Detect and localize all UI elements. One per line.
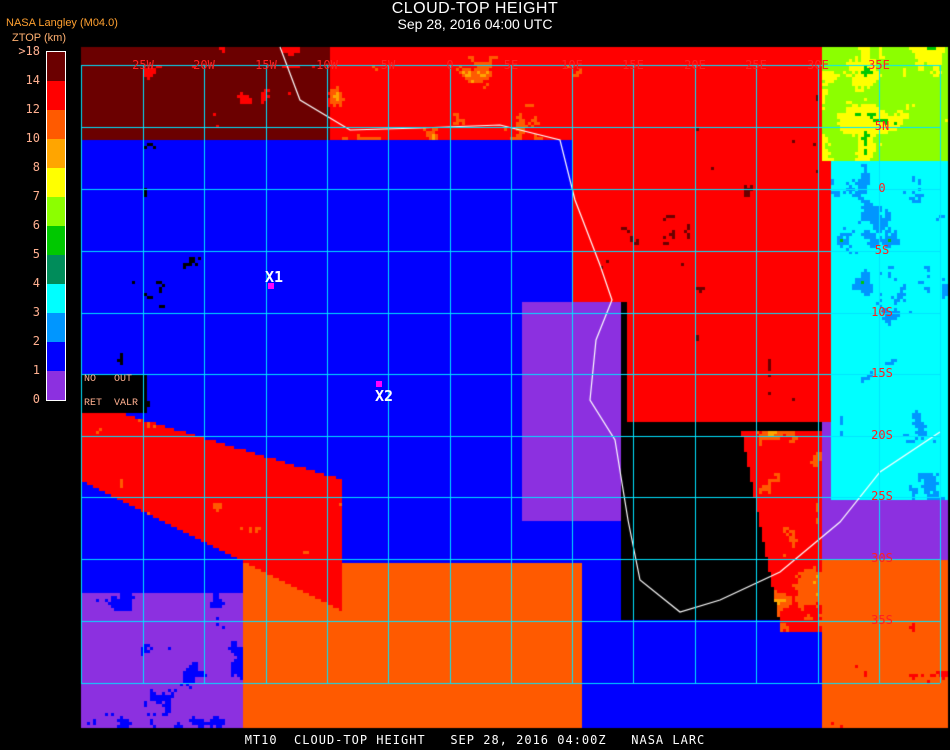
legend-unit: ZTOP (km) — [12, 32, 66, 44]
legend-swatch — [47, 255, 65, 284]
latitude-label: 20S — [871, 428, 893, 442]
longitude-label: 10E — [561, 58, 583, 72]
longitude-label: 20E — [684, 58, 706, 72]
legend-swatch — [47, 81, 65, 110]
legend-label: 10 — [25, 131, 40, 145]
longitude-label: 0 — [446, 58, 454, 72]
longitude-label: 20W — [193, 58, 215, 72]
longitude-label: 30E — [807, 58, 829, 72]
marker-x2-dot — [376, 381, 382, 387]
legend-label: 1 — [32, 363, 40, 377]
legend-swatch — [47, 168, 65, 197]
latitude-label: 30S — [871, 551, 893, 565]
legend-label: 4 — [32, 276, 40, 290]
legend-label: 3 — [32, 305, 40, 319]
legend-label: 0 — [32, 392, 40, 406]
longitude-label: 10W — [316, 58, 338, 72]
legend-swatch — [47, 110, 65, 139]
legend-swatch — [47, 313, 65, 342]
legend-swatch — [47, 139, 65, 168]
legend-label: 5 — [32, 247, 40, 261]
marker-x1-label: X1 — [265, 268, 284, 286]
longitude-label: 15E — [622, 58, 644, 72]
longitude-label: 5E — [503, 58, 519, 72]
latitude-label: 5S — [874, 243, 890, 257]
longitude-label: 5W — [380, 58, 396, 72]
longitude-label: 35E — [868, 58, 890, 72]
legend-label: 14 — [25, 73, 40, 87]
no-label: NO — [84, 374, 97, 385]
latitude-label: 5N — [874, 119, 890, 133]
latitude-label: 0 — [878, 181, 886, 195]
legend-label: >18 — [18, 44, 40, 58]
legend-label: 2 — [32, 334, 40, 348]
marker-x2-label: X2 — [375, 387, 394, 405]
legend-swatch — [47, 226, 65, 255]
latitude-label: 10S — [871, 305, 893, 319]
legend-swatch — [47, 52, 65, 81]
producer-label: NASA Langley (M04.0) — [6, 17, 118, 29]
page-title: CLOUD-TOP HEIGHT — [391, 0, 559, 17]
color-legend — [46, 51, 66, 401]
legend-label: 12 — [25, 102, 40, 116]
legend-swatch — [47, 197, 65, 226]
footer-caption: MT10 CLOUD-TOP HEIGHT SEP 28, 2016 04:00… — [244, 733, 706, 747]
latitude-label: 25S — [871, 489, 893, 503]
latitude-label: 15S — [871, 366, 893, 380]
legend-label: 6 — [32, 218, 40, 232]
latitude-label: 35S — [871, 613, 893, 627]
legend-swatch — [47, 284, 65, 313]
out-label: OUT — [114, 374, 133, 385]
ret-label: RET — [84, 398, 103, 409]
valr-label: VALR — [114, 398, 139, 409]
longitude-label: 25W — [132, 58, 154, 72]
legend-label: 8 — [32, 160, 40, 174]
legend-label: 7 — [32, 189, 40, 203]
marker-x1-dot — [268, 283, 274, 289]
legend-swatch — [47, 371, 65, 400]
longitude-label: 25E — [745, 58, 767, 72]
legend-swatch — [47, 342, 65, 371]
longitude-label: 15W — [255, 58, 277, 72]
timestamp: Sep 28, 2016 04:00 UTC — [397, 16, 553, 32]
